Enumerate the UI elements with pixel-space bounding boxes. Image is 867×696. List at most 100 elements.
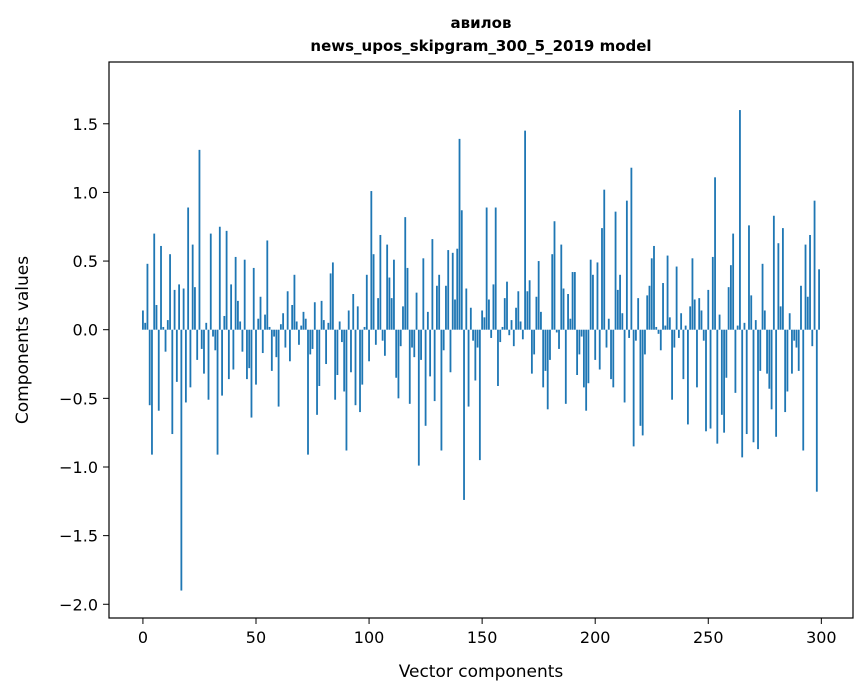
bar-247 bbox=[700, 310, 703, 330]
bar-34 bbox=[218, 226, 221, 330]
bar-277 bbox=[768, 329, 771, 389]
bar-199 bbox=[592, 274, 594, 330]
bar-98 bbox=[363, 326, 366, 330]
bar-213 bbox=[623, 329, 626, 403]
bar-2 bbox=[146, 263, 149, 330]
bar-166 bbox=[517, 291, 520, 330]
bar-144 bbox=[467, 329, 470, 407]
bar-12 bbox=[169, 254, 171, 330]
bar-151 bbox=[483, 317, 486, 330]
bar-152 bbox=[485, 207, 488, 330]
bar-109 bbox=[388, 277, 391, 330]
bar-123 bbox=[420, 329, 422, 360]
bar-187 bbox=[564, 329, 567, 404]
bar-8 bbox=[160, 245, 162, 330]
bar-254 bbox=[716, 329, 719, 444]
bar-285 bbox=[786, 329, 789, 392]
bar-206 bbox=[607, 318, 610, 330]
bar-126 bbox=[426, 311, 429, 330]
bar-238 bbox=[680, 313, 683, 330]
bar-67 bbox=[293, 274, 296, 330]
bar-86 bbox=[336, 329, 339, 375]
bar-154 bbox=[490, 329, 493, 338]
bar-57 bbox=[270, 329, 273, 371]
bar-214 bbox=[625, 200, 628, 330]
y-tick-label: 0.5 bbox=[73, 252, 98, 271]
bar-228 bbox=[657, 329, 660, 334]
bar-70 bbox=[300, 325, 303, 330]
bar-7 bbox=[157, 329, 160, 411]
y-tick-label: −1.0 bbox=[59, 458, 98, 477]
bar-198 bbox=[589, 259, 592, 330]
bar-240 bbox=[684, 325, 687, 330]
bar-283 bbox=[781, 228, 784, 330]
bar-237 bbox=[677, 329, 680, 338]
bar-175 bbox=[537, 261, 540, 330]
bar-257 bbox=[723, 329, 726, 433]
bar-178 bbox=[544, 329, 547, 371]
bar-65 bbox=[289, 329, 291, 362]
bar-235 bbox=[673, 329, 676, 348]
bar-50 bbox=[255, 329, 257, 385]
bar-42 bbox=[237, 300, 239, 330]
bar-169 bbox=[524, 130, 526, 330]
bar-232 bbox=[666, 255, 669, 330]
bar-63 bbox=[284, 329, 287, 348]
y-tick-label: −2.0 bbox=[59, 595, 98, 614]
bar-143 bbox=[465, 288, 468, 330]
bar-130 bbox=[436, 285, 438, 330]
bar-15 bbox=[175, 329, 178, 382]
bar-75 bbox=[311, 329, 314, 349]
bar-157 bbox=[497, 329, 499, 386]
bar-100 bbox=[368, 329, 370, 362]
bar-266 bbox=[743, 322, 746, 330]
bar-44 bbox=[241, 329, 244, 352]
bar-29 bbox=[207, 329, 210, 400]
bar-294 bbox=[806, 296, 809, 330]
bar-37 bbox=[225, 230, 228, 330]
bar-248 bbox=[702, 329, 705, 341]
bar-161 bbox=[506, 281, 508, 330]
bar-46 bbox=[246, 329, 248, 380]
bar-242 bbox=[689, 306, 692, 330]
bar-132 bbox=[440, 329, 443, 451]
bar-64 bbox=[286, 291, 289, 330]
bar-102 bbox=[372, 254, 375, 330]
bar-24 bbox=[196, 329, 199, 360]
bar-253 bbox=[714, 177, 716, 330]
bar-267 bbox=[745, 329, 748, 435]
bar-201 bbox=[596, 262, 599, 330]
bar-209 bbox=[614, 211, 617, 330]
bar-79 bbox=[320, 300, 323, 330]
bar-114 bbox=[399, 329, 402, 347]
bar-146 bbox=[472, 329, 474, 341]
bar-59 bbox=[275, 329, 278, 358]
bar-133 bbox=[442, 329, 445, 351]
bar-138 bbox=[454, 299, 456, 330]
bar-6 bbox=[155, 304, 158, 330]
y-tick-label: 1.5 bbox=[73, 115, 98, 134]
bar-125 bbox=[424, 329, 427, 426]
bar-40 bbox=[232, 329, 235, 370]
bar-131 bbox=[438, 274, 441, 330]
bar-205 bbox=[605, 329, 608, 348]
bar-165 bbox=[515, 307, 517, 330]
bar-84 bbox=[331, 262, 334, 330]
bar-204 bbox=[603, 189, 606, 330]
bar-21 bbox=[189, 329, 192, 388]
bar-139 bbox=[456, 248, 459, 330]
bar-258 bbox=[725, 329, 728, 378]
bar-296 bbox=[811, 329, 814, 347]
bar-62 bbox=[282, 313, 285, 330]
bar-82 bbox=[327, 322, 330, 330]
bar-94 bbox=[354, 329, 357, 406]
bar-259 bbox=[727, 287, 730, 330]
bar-244 bbox=[693, 299, 696, 330]
bar-115 bbox=[402, 306, 404, 330]
bar-245 bbox=[696, 329, 698, 388]
bar-85 bbox=[334, 329, 337, 400]
bar-295 bbox=[809, 234, 811, 330]
bar-163 bbox=[510, 320, 513, 330]
bar-107 bbox=[383, 329, 386, 356]
